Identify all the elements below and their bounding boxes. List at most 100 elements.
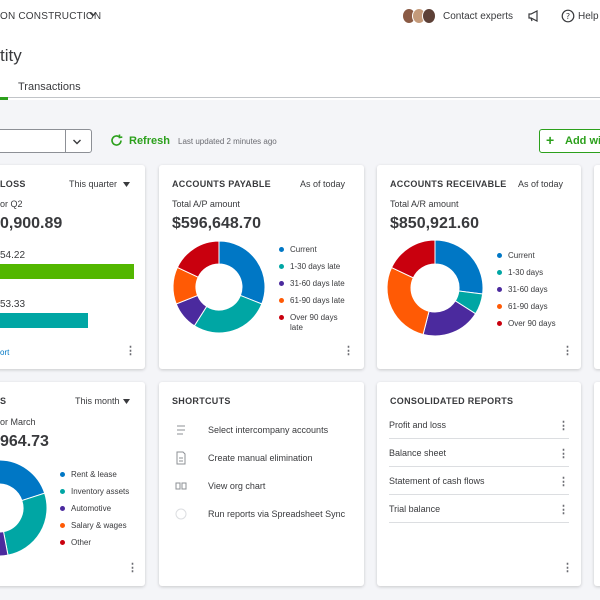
caret-down-icon[interactable] [123, 399, 130, 404]
accounts-receivable-card: ACCOUNTS RECEIVABLE As of today Total A/… [377, 165, 581, 369]
donut-slice-rent[interactable] [0, 459, 46, 502]
more-options-icon[interactable]: ⋮ [558, 448, 569, 460]
ar-donut-chart[interactable] [386, 239, 484, 337]
entity-select[interactable] [0, 129, 92, 153]
consolidated-reports-card: CONSOLIDATED REPORTS Profit and loss ⋮ B… [377, 382, 581, 586]
more-options-icon[interactable]: ⋮ [127, 562, 138, 574]
legend-label: 31-60 days late [290, 279, 345, 288]
expenses-total-amount: 964.73 [0, 433, 49, 450]
document-icon [176, 451, 186, 465]
donut-slice-1-30[interactable] [193, 294, 263, 334]
report-row-profit-loss[interactable]: Profit and loss ⋮ [389, 411, 569, 439]
shortcut-label: Select intercompany accounts [208, 425, 329, 435]
legend-dot [497, 304, 502, 309]
report-row-trial-balance[interactable]: Trial balance ⋮ [389, 495, 569, 523]
partial-card [594, 165, 600, 369]
period-dropdown[interactable]: This quarter [69, 179, 118, 189]
help-link[interactable]: Help [578, 11, 599, 22]
ar-total-amount: $850,921.60 [390, 215, 479, 232]
card-title: CONSOLIDATED REPORTS [390, 396, 514, 406]
chevron-down-icon[interactable] [88, 9, 98, 19]
partial-card [594, 382, 600, 586]
expenses-bar[interactable] [0, 313, 88, 328]
company-name[interactable]: ON CONSTRUCTION [0, 11, 102, 22]
shortcut-label: Create manual elimination [208, 453, 313, 463]
period-dropdown[interactable]: This month [75, 396, 120, 406]
net-amount: 0,900.89 [0, 215, 63, 232]
legend-label: Automotive [71, 504, 112, 513]
legend-dot [60, 506, 65, 511]
more-options-icon[interactable]: ⋮ [562, 562, 573, 574]
legend-dot [279, 281, 284, 286]
active-tab-indicator [0, 97, 8, 100]
divider [389, 522, 569, 523]
card-title: ACCOUNTS PAYABLE [172, 179, 271, 189]
contact-experts-link[interactable]: Contact experts [443, 11, 514, 22]
accounts-icon [177, 425, 185, 435]
legend-label: Over 90 days [508, 319, 556, 328]
legend-dot [279, 247, 284, 252]
caret-down-icon[interactable] [123, 182, 130, 187]
refresh-button[interactable]: Refresh [129, 135, 170, 147]
legend-dot [60, 523, 65, 528]
ap-donut-chart[interactable] [172, 240, 266, 334]
donut-slice-inventory[interactable] [2, 492, 48, 556]
add-widget-button[interactable]: + Add wi [539, 129, 600, 153]
expert-avatars[interactable] [402, 8, 436, 24]
divider [0, 97, 600, 98]
report-link[interactable]: ort [0, 348, 10, 357]
report-label: Profit and loss [389, 420, 447, 430]
legend-dot [497, 253, 502, 258]
income-bar[interactable] [0, 264, 134, 279]
divider [65, 130, 66, 152]
donut-slice-over-90[interactable] [390, 239, 436, 279]
card-title: SHORTCUTS [172, 396, 231, 406]
legend-dot [497, 321, 502, 326]
legend-dot [60, 472, 65, 477]
add-widget-label: Add wi [565, 135, 600, 147]
expenses-donut-chart[interactable] [0, 459, 48, 557]
card-subtitle: Total A/P amount [172, 199, 240, 209]
donut-slice-current[interactable] [218, 240, 266, 305]
spreadsheet-sync-icon [175, 508, 187, 520]
as-of-label: As of today [300, 179, 346, 189]
more-options-icon[interactable]: ⋮ [558, 504, 569, 516]
legend-label: Other [71, 538, 92, 547]
income-value: 54.22 [0, 250, 26, 261]
card-subtitle: or March [0, 417, 36, 427]
card-title: LOSS [0, 179, 26, 189]
svg-text:?: ? [566, 12, 570, 21]
report-label: Statement of cash flows [389, 476, 485, 486]
tab-transactions[interactable]: Transactions [18, 81, 81, 93]
donut-slice-current[interactable] [434, 239, 484, 295]
report-label: Trial balance [389, 504, 441, 514]
more-options-icon[interactable]: ⋮ [343, 345, 354, 357]
legend-label: Salary & wages [71, 521, 127, 530]
expenses-card: S This month or March 964.73 Rent & leas… [0, 382, 145, 586]
card-title: ACCOUNTS RECEIVABLE [390, 179, 507, 189]
more-options-icon[interactable]: ⋮ [558, 476, 569, 488]
help-icon[interactable]: ? [561, 9, 575, 23]
report-row-cash-flows[interactable]: Statement of cash flows ⋮ [389, 467, 569, 495]
more-options-icon[interactable]: ⋮ [562, 345, 573, 357]
legend-dot [60, 489, 65, 494]
shortcuts-card: SHORTCUTS Select intercompany accounts C… [159, 382, 364, 586]
card-title: S [0, 396, 7, 406]
divider [389, 494, 569, 495]
ap-total-amount: $596,648.70 [172, 215, 261, 232]
chevron-down-icon[interactable] [71, 136, 83, 148]
refresh-icon[interactable] [109, 133, 124, 148]
legend-dot [279, 315, 284, 320]
report-row-balance-sheet[interactable]: Balance sheet ⋮ [389, 439, 569, 467]
legend-dot [279, 298, 284, 303]
donut-slice-over-90[interactable] [176, 240, 220, 278]
donut-slice-61-90[interactable] [386, 266, 430, 336]
legend-label: Current [290, 245, 317, 254]
legend-label: Inventory assets [71, 487, 130, 496]
more-options-icon[interactable]: ⋮ [125, 345, 136, 357]
legend-label: 1-30 days [508, 268, 544, 277]
more-options-icon[interactable]: ⋮ [558, 420, 569, 432]
megaphone-icon[interactable] [527, 9, 541, 23]
page-title: tity [0, 46, 22, 65]
donut-slice-automotive[interactable] [0, 530, 9, 557]
